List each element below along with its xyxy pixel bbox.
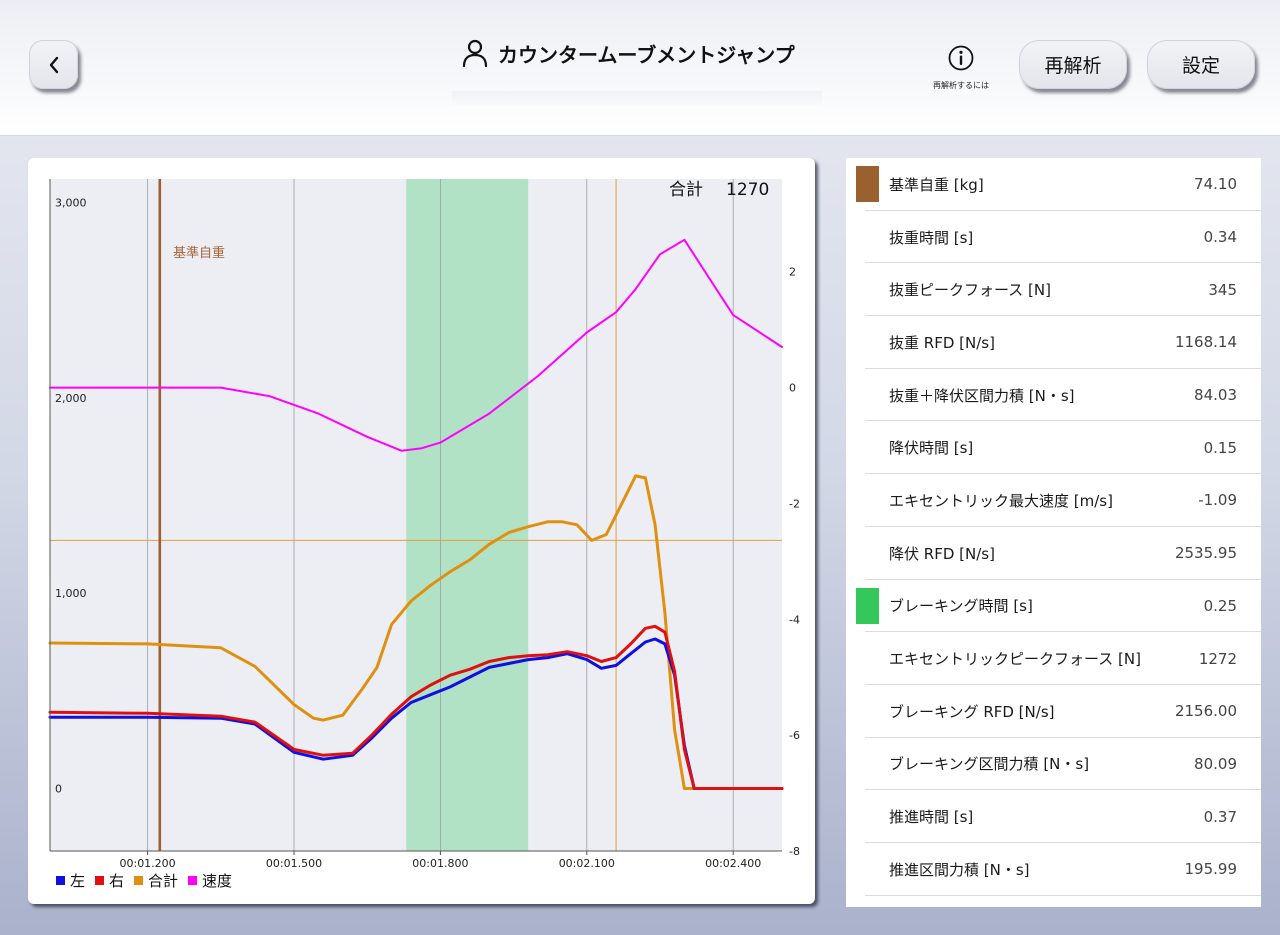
metric-value: 0.25 [1203, 596, 1237, 615]
metric-row: 抜重ピークフォース [N] 345 [846, 263, 1261, 316]
y-left-tick-label: 1,000 [55, 587, 87, 600]
legend-swatch [95, 876, 104, 885]
info-icon [948, 45, 974, 71]
metric-value: 74.10 [1194, 175, 1237, 194]
y-right-tick-label: 0 [789, 382, 796, 395]
metric-row: 降伏時間 [s] 0.15 [846, 421, 1261, 474]
page-title: カウンタームーブメントジャンプ [498, 42, 795, 67]
legend-swatch [188, 876, 197, 885]
y-right-tick-label: -6 [789, 729, 800, 742]
metric-label: 抜重 RFD [N/s] [889, 333, 995, 352]
braking-phase-band [406, 179, 529, 851]
metric-value: 1272 [1198, 649, 1237, 668]
reanalyze-button[interactable]: 再解析 [1019, 40, 1127, 89]
metric-label: エキセントリックピークフォース [N] [889, 650, 1141, 669]
x-tick-label: 00:01.200 [119, 857, 175, 870]
total-force-line [48, 474, 784, 790]
metric-value: 345 [1208, 280, 1237, 299]
title-underline [452, 91, 822, 105]
metric-value: 84.03 [1194, 386, 1237, 405]
y-right-tick-label: -8 [789, 845, 800, 858]
y-right-tick-label: 2 [789, 266, 796, 279]
right-force-line [48, 624, 784, 790]
velocity-line [49, 238, 783, 452]
baseline-label: 基準自重 [173, 245, 225, 261]
metric-label: ブレーキング時間 [s] [889, 597, 1033, 616]
legend-swatch [134, 876, 143, 885]
metric-color-swatch [856, 166, 879, 202]
legend-label: 左 [70, 872, 85, 890]
metric-value: 2535.95 [1174, 544, 1237, 563]
metric-row: 推進時間 [s] 0.37 [846, 790, 1261, 843]
metric-label: 推進時間 [s] [889, 808, 974, 827]
metrics-list: 基準自重 [kg] 74.10 抜重時間 [s] 0.34 抜重ピークフォース [N] 3… [846, 158, 1261, 896]
metric-row: ブレーキング時間 [s] 0.25 [846, 580, 1261, 633]
chevron-left-icon [49, 56, 58, 73]
total-value: 1270 [726, 180, 769, 200]
y-left-tick-label: 0 [55, 782, 62, 795]
help-label: 再解析するには [933, 81, 989, 90]
x-tick-label: 00:02.100 [559, 857, 615, 870]
metric-row: ブレーキング区間力積 [N・s] 80.09 [846, 738, 1261, 791]
metric-label: ブレーキング RFD [N/s] [889, 702, 1055, 721]
y-left-tick-label: 2,000 [55, 392, 87, 405]
metrics-panel: 基準自重 [kg] 74.10 抜重時間 [s] 0.34 抜重ピークフォース [N] 3… [846, 158, 1261, 907]
metric-value: 1168.14 [1174, 333, 1237, 352]
metric-row: 抜重 RFD [N/s] 1168.14 [846, 316, 1261, 369]
page-title-group: カウンタームーブメントジャンプ [460, 38, 795, 68]
chart-legend: 左 右 合計 速度 [56, 872, 232, 890]
legend-swatch [56, 876, 65, 885]
metric-label: 基準自重 [kg] [889, 175, 984, 194]
metric-label: 降伏時間 [s] [889, 439, 974, 458]
series-lines [48, 238, 784, 790]
metric-row: 降伏 RFD [N/s] 2535.95 [846, 527, 1261, 580]
metric-label: 抜重ピークフォース [N] [889, 281, 1051, 300]
metric-row: ブレーキング RFD [N/s] 2156.00 [846, 685, 1261, 738]
y-right-tick-label: -2 [789, 497, 800, 510]
metric-value: 0.34 [1203, 228, 1237, 247]
metric-value: 80.09 [1194, 754, 1237, 773]
metric-label: 推進区間力積 [N・s] [889, 860, 1030, 879]
metric-value: 2156.00 [1174, 702, 1237, 721]
metric-value: 195.99 [1184, 860, 1238, 879]
axis-ticks: 00:01.200 00:01.500 00:01.800 00:02.100 00:0… [55, 196, 800, 870]
metric-row: 基準自重 [kg] 74.10 [846, 158, 1261, 211]
metric-row: エキセントリック最大速度 [m/s] -1.09 [846, 474, 1261, 527]
y-right-tick-label: -4 [789, 613, 800, 626]
metric-value: 0.15 [1203, 438, 1237, 457]
force-chart-panel: 00:01.200 00:01.500 00:01.800 00:02.100 00:0… [28, 158, 815, 904]
metric-label: ブレーキング区間力積 [N・s] [889, 755, 1090, 774]
x-tick-label: 00:01.800 [412, 857, 468, 870]
reanalyze-help[interactable]: 再解析するには [925, 44, 997, 91]
metric-row: 抜重＋降伏区間力積 [N・s] 84.03 [846, 369, 1261, 422]
legend-label: 右 [109, 872, 124, 890]
person-icon [462, 39, 488, 68]
left-force-line [48, 637, 784, 790]
x-tick-label: 00:02.400 [705, 857, 761, 870]
y-left-tick-label: 3,000 [55, 196, 87, 209]
metric-row: エキセントリックピークフォース [N] 1272 [846, 632, 1261, 685]
total-label: 合計 [669, 180, 703, 200]
back-button[interactable] [29, 40, 78, 89]
metric-row: 抜重時間 [s] 0.34 [846, 211, 1261, 264]
legend-label: 合計 [148, 872, 178, 890]
metric-label: 抜重時間 [s] [889, 228, 974, 247]
force-chart[interactable]: 00:01.200 00:01.500 00:01.800 00:02.100 00:0… [28, 158, 815, 904]
metric-color-swatch [856, 587, 879, 624]
metric-label: 降伏 RFD [N/s] [889, 544, 995, 563]
metric-value: -1.09 [1198, 491, 1237, 510]
metric-label: エキセントリック最大速度 [m/s] [889, 491, 1113, 510]
metric-value: 0.37 [1203, 807, 1237, 826]
legend-label: 速度 [202, 872, 232, 890]
header-bar: カウンタームーブメントジャンプ 再解析するには 再解析 設定 [0, 0, 1280, 136]
settings-button[interactable]: 設定 [1147, 40, 1255, 89]
x-tick-label: 00:01.500 [266, 857, 322, 870]
metric-label: 抜重＋降伏区間力積 [N・s] [889, 386, 1075, 405]
grid-lines [147, 179, 734, 851]
metric-row: 推進区間力積 [N・s] 195.99 [846, 843, 1261, 896]
